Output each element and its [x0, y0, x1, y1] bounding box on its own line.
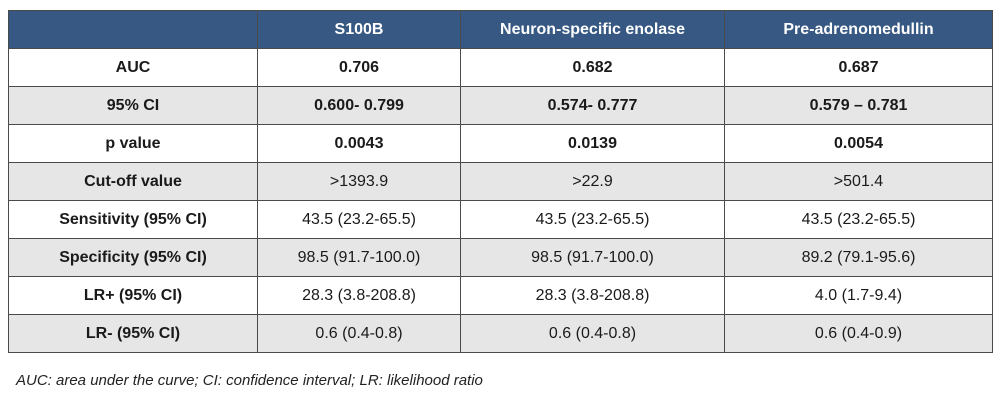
table-cell: 4.0 (1.7-9.4)	[724, 276, 993, 315]
table-cell: 0.6 (0.4-0.9)	[724, 314, 993, 353]
table-cell: 0.687	[724, 48, 993, 87]
table-cell: 0.706	[257, 48, 461, 87]
header-row: S100B Neuron-specific enolase Pre-adreno…	[8, 10, 993, 49]
header-cell-pre-adrenomedullin: Pre-adrenomedullin	[724, 10, 993, 49]
table-row: LR+ (95% CI) 28.3 (3.8-208.8) 28.3 (3.8-…	[8, 276, 993, 315]
table-cell: 0.0043	[257, 124, 461, 163]
row-label: Sensitivity (95% CI)	[8, 200, 258, 239]
table-row: Cut-off value >1393.9 >22.9 >501.4	[8, 162, 993, 201]
table-cell: 28.3 (3.8-208.8)	[460, 276, 725, 315]
row-label: 95% CI	[8, 86, 258, 125]
table-cell: 0.574- 0.777	[460, 86, 725, 125]
table-cell: >501.4	[724, 162, 993, 201]
table-row: p value 0.0043 0.0139 0.0054	[8, 124, 993, 163]
row-label: Specificity (95% CI)	[8, 238, 258, 277]
table-cell: >22.9	[460, 162, 725, 201]
table-cell: 98.5 (91.7-100.0)	[257, 238, 461, 277]
table-row: LR- (95% CI) 0.6 (0.4-0.8) 0.6 (0.4-0.8)…	[8, 314, 993, 353]
table-cell: 28.3 (3.8-208.8)	[257, 276, 461, 315]
table-body: AUC 0.706 0.682 0.687 95% CI 0.600- 0.79…	[8, 48, 993, 353]
row-label: LR- (95% CI)	[8, 314, 258, 353]
header-cell-s100b: S100B	[257, 10, 461, 49]
table-header: S100B Neuron-specific enolase Pre-adreno…	[8, 10, 993, 49]
table-cell: >1393.9	[257, 162, 461, 201]
table-cell: 89.2 (79.1-95.6)	[724, 238, 993, 277]
table-cell: 0.682	[460, 48, 725, 87]
table-cell: 43.5 (23.2-65.5)	[257, 200, 461, 239]
table-cell: 43.5 (23.2-65.5)	[724, 200, 993, 239]
table-cell: 0.0054	[724, 124, 993, 163]
biomarker-table-container: S100B Neuron-specific enolase Pre-adreno…	[8, 10, 993, 353]
table-cell: 0.6 (0.4-0.8)	[460, 314, 725, 353]
table-row: Sensitivity (95% CI) 43.5 (23.2-65.5) 43…	[8, 200, 993, 239]
row-label: p value	[8, 124, 258, 163]
table-cell: 0.579 – 0.781	[724, 86, 993, 125]
row-label: LR+ (95% CI)	[8, 276, 258, 315]
table-cell: 98.5 (91.7-100.0)	[460, 238, 725, 277]
table-row: Specificity (95% CI) 98.5 (91.7-100.0) 9…	[8, 238, 993, 277]
header-cell-nse: Neuron-specific enolase	[460, 10, 725, 49]
header-cell-blank	[8, 10, 258, 49]
table-row: AUC 0.706 0.682 0.687	[8, 48, 993, 87]
row-label: AUC	[8, 48, 258, 87]
row-label: Cut-off value	[8, 162, 258, 201]
table-cell: 43.5 (23.2-65.5)	[460, 200, 725, 239]
table-footnote: AUC: area under the curve; CI: confidenc…	[16, 372, 483, 389]
biomarker-table: S100B Neuron-specific enolase Pre-adreno…	[8, 10, 993, 353]
table-cell: 0.0139	[460, 124, 725, 163]
table-row: 95% CI 0.600- 0.799 0.574- 0.777 0.579 –…	[8, 86, 993, 125]
table-cell: 0.600- 0.799	[257, 86, 461, 125]
table-cell: 0.6 (0.4-0.8)	[257, 314, 461, 353]
